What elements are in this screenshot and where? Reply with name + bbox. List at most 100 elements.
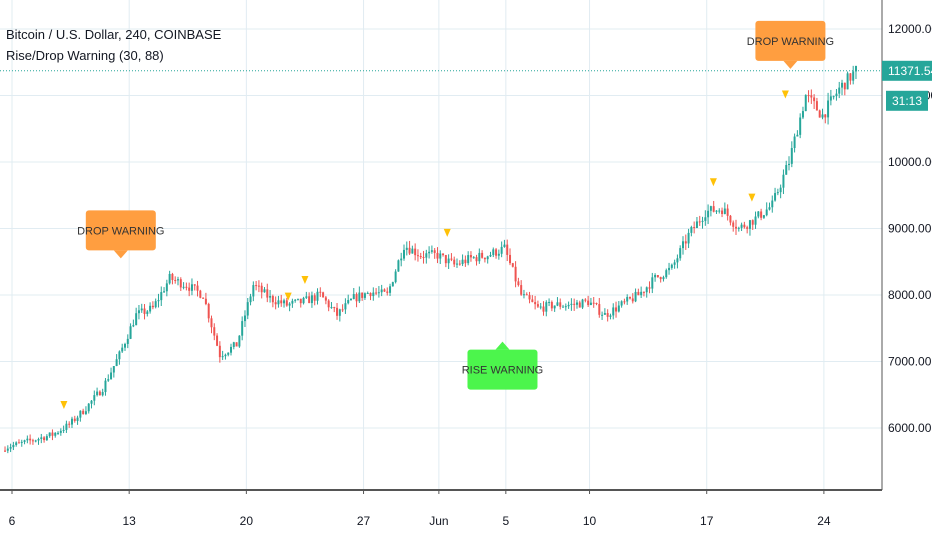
- candle-body: [255, 285, 258, 287]
- candle-body: [467, 255, 470, 264]
- candle-body: [76, 417, 79, 421]
- candle-body: [776, 192, 779, 194]
- candle-body: [179, 279, 182, 288]
- candle-body: [827, 100, 830, 118]
- candle-body: [411, 248, 414, 254]
- candle-body: [199, 290, 202, 298]
- candle-body: [375, 292, 378, 294]
- candle-body: [227, 352, 230, 355]
- candle-body: [841, 82, 844, 88]
- candle-body: [550, 301, 553, 309]
- current-price-text: 11371.54: [888, 64, 932, 78]
- candle-body: [171, 273, 174, 281]
- candle-body: [801, 111, 804, 118]
- drop-warning-label[interactable]: DROP WARNING: [747, 20, 834, 69]
- candle-body: [73, 418, 76, 421]
- candle-body: [634, 291, 637, 302]
- x-tick-label: 24: [817, 514, 831, 528]
- candle-body: [322, 292, 325, 298]
- candle-body: [422, 256, 425, 258]
- candle-body: [522, 294, 525, 296]
- candle-body: [481, 252, 484, 258]
- candle-body: [232, 342, 235, 347]
- candle-body: [578, 302, 581, 308]
- candle-body: [656, 275, 659, 278]
- candle-body: [785, 165, 788, 175]
- candle-body: [48, 432, 51, 437]
- candle-body: [59, 430, 62, 433]
- candle-body: [419, 256, 422, 258]
- candle-body: [386, 291, 389, 293]
- candle-body: [285, 300, 288, 306]
- candle-body: [567, 304, 570, 307]
- candle-body: [754, 216, 757, 225]
- candle-body: [260, 285, 263, 293]
- x-tick-label: 6: [9, 514, 16, 528]
- y-tick-label: 8000.00: [888, 288, 932, 302]
- indicator-title[interactable]: Rise/Drop Warning (30, 88): [6, 48, 164, 63]
- candle-body: [570, 303, 573, 305]
- candle-body: [464, 259, 467, 264]
- y-tick-label: 6000.00: [888, 421, 932, 435]
- label-pointer: [783, 60, 798, 69]
- candle-body: [271, 296, 274, 303]
- symbol-title: Bitcoin / U.S. Dollar, 240, COINBASE: [6, 27, 222, 42]
- candle-body: [813, 97, 816, 102]
- candle-body: [489, 254, 492, 257]
- candle-body: [609, 315, 612, 317]
- y-tick-label: 9000.00: [888, 222, 932, 236]
- candle-body: [807, 95, 810, 97]
- candle-body: [774, 193, 777, 201]
- candle-body: [790, 148, 793, 164]
- candle-body: [475, 257, 478, 262]
- candle-body: [821, 114, 824, 118]
- candle-body: [453, 259, 456, 265]
- candle-body: [531, 299, 534, 303]
- warning-triangle-icon: [284, 292, 292, 301]
- candle-body: [40, 437, 43, 440]
- candle-body: [87, 403, 90, 412]
- y-tick-label: 7000.00: [888, 355, 932, 369]
- candle-body: [648, 287, 651, 289]
- candle-body: [701, 220, 704, 222]
- candle-body: [450, 258, 453, 260]
- candle-body: [20, 441, 23, 443]
- candle-body: [140, 308, 143, 311]
- candle-body: [224, 354, 227, 357]
- candle-body: [687, 232, 690, 244]
- candle-body: [137, 310, 140, 314]
- candle-body: [595, 303, 598, 305]
- price-axis[interactable]: 6000.007000.008000.009000.0010000.001100…: [881, 0, 932, 490]
- candle-body: [469, 255, 472, 258]
- candle-body: [651, 277, 654, 289]
- candle-body: [143, 308, 146, 314]
- candle-body: [96, 391, 99, 396]
- candle-body: [601, 314, 604, 316]
- candle-body: [12, 444, 15, 448]
- rise-warning-label[interactable]: RISE WARNING: [462, 341, 544, 390]
- drop-warning-label[interactable]: DROP WARNING: [77, 210, 165, 259]
- candle-body: [118, 351, 121, 360]
- candle-body: [4, 450, 7, 452]
- candle-body: [238, 335, 241, 347]
- candle-body: [603, 313, 606, 315]
- warning-triangle-icon: [748, 193, 756, 202]
- candle-body: [182, 286, 185, 288]
- x-tick-label: 27: [357, 514, 371, 528]
- warning-triangle-icon: [60, 401, 68, 410]
- candle-body: [746, 227, 749, 229]
- candle-body: [439, 253, 442, 259]
- warning-triangle-icon: [781, 90, 789, 99]
- candle-body: [349, 299, 352, 301]
- candle-body: [160, 292, 163, 301]
- candle-body: [338, 309, 341, 316]
- candle-body: [726, 208, 729, 216]
- warning-labels: DROP WARNING RISE WARNING DROP WARNING: [77, 20, 834, 390]
- candle-body: [762, 215, 765, 218]
- candle-body: [743, 224, 746, 228]
- candle-body: [207, 303, 210, 319]
- candle-body: [377, 292, 380, 294]
- chart-grid: [0, 0, 882, 490]
- time-axis[interactable]: 6 13 20 27 Jun 5 10 17 24: [0, 489, 932, 550]
